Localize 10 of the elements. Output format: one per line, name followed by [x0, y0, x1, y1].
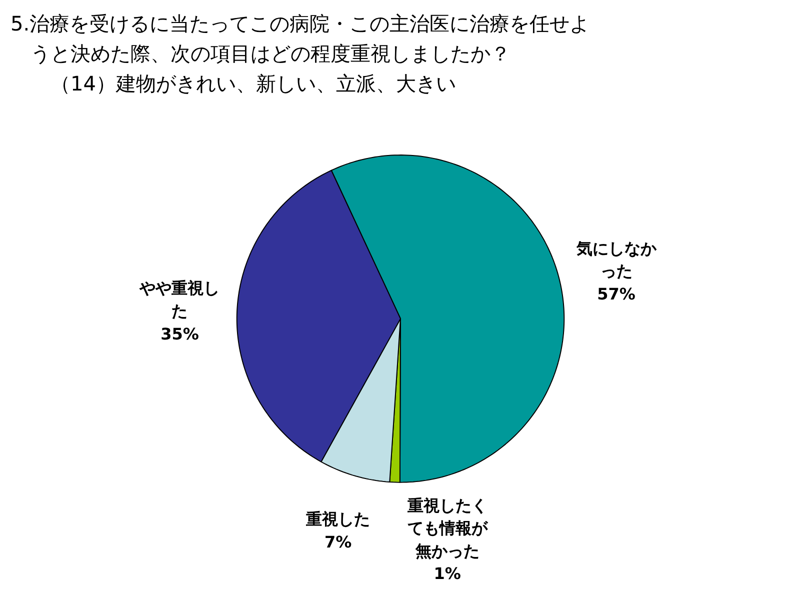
chart-subtitle: （14）建物がきれい、新しい、立派、大きい	[50, 72, 456, 96]
data-label: 35%	[160, 324, 199, 344]
slice-label: やや重視した	[138, 278, 220, 320]
data-label: 7%	[324, 532, 352, 552]
chart-title: 5.治療を受けるに当たってこの病院・この主治医に治療を任せようと決めた際、次の項目はどの程度重視しましたか？	[10, 12, 590, 66]
data-label: 1%	[434, 564, 461, 584]
slice-label: 気にしなかった	[575, 238, 658, 281]
data-label: 57%	[597, 284, 636, 304]
slice-label: 重視した	[305, 510, 370, 529]
slice-label: 重視したくても情報が無かった	[406, 496, 488, 560]
